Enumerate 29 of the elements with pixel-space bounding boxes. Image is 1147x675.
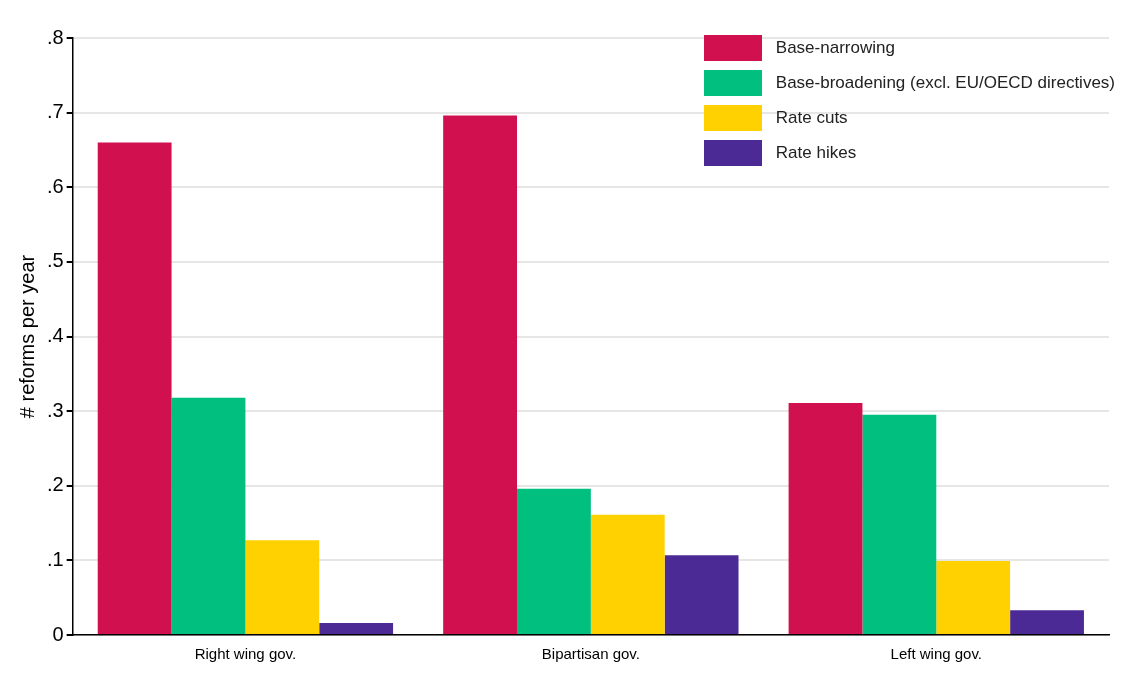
y-axis-title: # reforms per year bbox=[15, 254, 38, 419]
bar bbox=[664, 555, 739, 634]
bar bbox=[171, 397, 246, 634]
bar bbox=[319, 623, 394, 634]
y-tick-label: .2 bbox=[46, 473, 64, 496]
bar bbox=[97, 142, 172, 634]
y-tick-label: .4 bbox=[46, 324, 64, 347]
y-tick-label: 0 bbox=[52, 622, 64, 645]
legend-label: Base-narrowing bbox=[775, 37, 895, 58]
y-tick-label: .7 bbox=[46, 100, 64, 123]
bar bbox=[936, 561, 1011, 634]
bar bbox=[788, 402, 863, 634]
bar bbox=[862, 414, 937, 634]
bar bbox=[443, 115, 517, 634]
y-tick-label: .5 bbox=[46, 249, 64, 272]
bar bbox=[245, 540, 320, 634]
y-tick-label: .3 bbox=[46, 398, 64, 421]
x-tick-label: Bipartisan gov. bbox=[541, 645, 640, 663]
x-tick-label: Right wing gov. bbox=[194, 645, 297, 663]
legend-label: Rate hikes bbox=[775, 142, 857, 163]
bar bbox=[590, 514, 665, 634]
y-tick-label: .6 bbox=[46, 174, 64, 197]
bar bbox=[517, 488, 591, 634]
legend-label: Rate cuts bbox=[775, 107, 848, 128]
y-tick-label: .1 bbox=[46, 547, 64, 570]
y-tick-label: .8 bbox=[46, 25, 64, 48]
legend-label: Base-broadening (excl. EU/OECD directives) bbox=[775, 72, 1115, 93]
x-tick-label: Left wing gov. bbox=[890, 645, 983, 663]
bar bbox=[1010, 610, 1084, 634]
